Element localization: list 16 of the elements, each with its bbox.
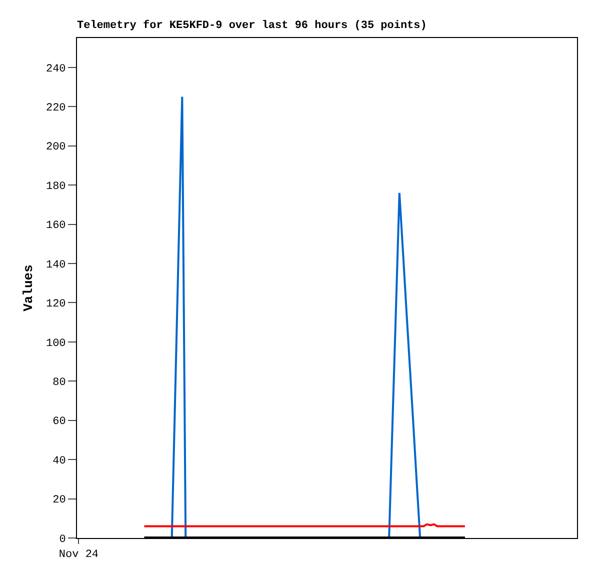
y-tick-label: 80 [52,376,66,389]
y-tick-label: 100 [46,338,66,350]
y-tick-label: 40 [52,455,66,468]
y-tick-label: 120 [46,298,66,311]
y-tick-label: 220 [46,102,66,114]
chart-title: Telemetry for KE5KFD-9 over last 96 hours (35 points) [77,18,427,32]
x-tick-label: Nov 24 [58,549,99,562]
y-tick-label: 200 [46,142,66,154]
y-tick-label: 160 [46,220,66,232]
y-tick-label: 140 [46,259,66,272]
y-tick-label: 240 [46,63,66,76]
y-tick-label: 60 [52,416,66,428]
y-tick-label: 0 [59,534,66,546]
y-tick-label: 20 [52,494,66,507]
y-axis-title: Values [20,264,36,312]
y-tick-label: 180 [46,180,66,193]
